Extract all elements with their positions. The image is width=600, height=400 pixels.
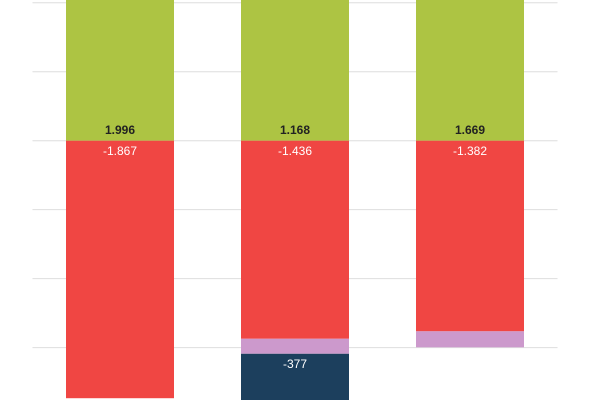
data-label: -1.382: [453, 144, 487, 158]
data-label: 1.669: [455, 123, 485, 137]
data-label: -1.436: [278, 144, 312, 158]
data-label: -377: [283, 357, 307, 371]
bar-segment: [416, 331, 524, 348]
data-label: 1.996: [105, 123, 135, 137]
data-label: 1.168: [280, 123, 310, 137]
bar-segment: [241, 353, 349, 400]
bar-segment: [241, 140, 349, 339]
bar-segment: [66, 140, 174, 399]
bar-segment: [241, 338, 349, 354]
bar-segment: [416, 0, 524, 141]
data-label: -1.867: [103, 144, 137, 158]
bar-segment: [416, 140, 524, 332]
bar-segment: [66, 0, 174, 141]
bar-segment: [241, 0, 349, 141]
